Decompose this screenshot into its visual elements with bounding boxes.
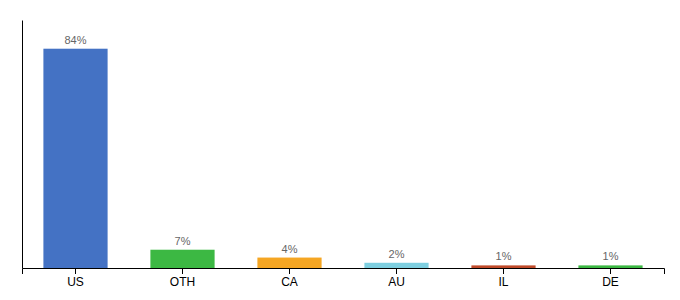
data-label: 1% [496, 250, 512, 262]
x-tick-label: IL [498, 275, 508, 289]
data-label: 1% [603, 250, 619, 262]
x-tick: AU [388, 268, 405, 289]
x-axis-line [23, 269, 665, 275]
x-tick: OTH [170, 268, 195, 289]
x-tick: DE [602, 268, 619, 289]
data-label: 84% [64, 34, 86, 46]
bar [150, 250, 214, 268]
x-tick-label: CA [281, 275, 298, 289]
chart: 84% 7% 4% 2% 1% 1% US OTH CA AU IL DE [0, 0, 680, 300]
data-label: 4% [282, 243, 298, 255]
bars [43, 49, 642, 268]
x-tick-mark [503, 268, 504, 274]
x-tick-label: AU [388, 275, 405, 289]
bar [43, 49, 107, 268]
x-tick-mark [610, 268, 611, 274]
x-tick: US [67, 268, 84, 289]
x-tick-mark [289, 268, 290, 274]
x-tick-mark [75, 268, 76, 274]
bar [578, 265, 642, 268]
x-tick-label: OTH [170, 275, 195, 289]
x-tick: IL [498, 268, 508, 289]
data-label: 7% [175, 235, 191, 247]
data-label: 2% [389, 248, 405, 260]
bar [364, 263, 428, 268]
x-tick: CA [281, 268, 298, 289]
x-tick-mark [182, 268, 183, 274]
x-tick-mark [396, 268, 397, 274]
y-axis [22, 21, 23, 269]
bar [471, 265, 535, 268]
plot: 84% 7% 4% 2% 1% 1% US OTH CA AU IL DE [23, 21, 665, 289]
x-tick-label: US [67, 275, 84, 289]
x-tick-label: DE [602, 275, 619, 289]
bar [257, 258, 321, 268]
data-labels: 84% 7% 4% 2% 1% 1% [64, 34, 618, 263]
x-axis: US OTH CA AU IL DE [23, 268, 665, 289]
y-axis-line [22, 21, 23, 269]
